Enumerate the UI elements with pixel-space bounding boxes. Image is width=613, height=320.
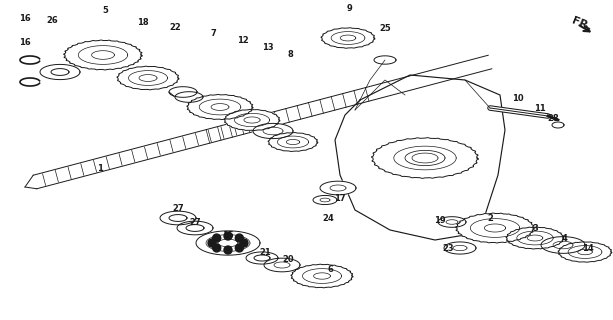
Text: 15: 15	[222, 230, 234, 239]
Text: 25: 25	[379, 23, 391, 33]
Text: 26: 26	[46, 15, 58, 25]
Polygon shape	[506, 227, 564, 249]
Text: 17: 17	[334, 194, 346, 203]
Polygon shape	[438, 217, 466, 227]
Circle shape	[213, 234, 221, 242]
Polygon shape	[169, 215, 187, 221]
Text: 20: 20	[282, 255, 294, 265]
Polygon shape	[51, 68, 69, 76]
Circle shape	[235, 234, 243, 242]
Polygon shape	[40, 64, 80, 80]
Polygon shape	[321, 28, 375, 48]
Polygon shape	[374, 56, 396, 64]
Text: 16: 16	[19, 13, 31, 22]
Text: 9: 9	[347, 4, 353, 12]
Polygon shape	[160, 211, 196, 225]
Text: 19: 19	[434, 215, 446, 225]
Polygon shape	[117, 66, 179, 90]
Polygon shape	[330, 185, 346, 191]
Polygon shape	[313, 196, 337, 204]
Circle shape	[240, 239, 248, 247]
Polygon shape	[558, 242, 612, 262]
Text: 23: 23	[442, 244, 454, 252]
Polygon shape	[444, 242, 476, 254]
Polygon shape	[175, 92, 203, 102]
Polygon shape	[196, 231, 260, 255]
Text: 22: 22	[169, 22, 181, 31]
Text: 27: 27	[189, 218, 201, 227]
Polygon shape	[405, 150, 445, 165]
Polygon shape	[64, 40, 142, 70]
Polygon shape	[268, 132, 318, 151]
Polygon shape	[320, 198, 330, 202]
Text: 24: 24	[322, 213, 334, 222]
Circle shape	[208, 239, 216, 247]
Polygon shape	[553, 241, 573, 249]
Text: 8: 8	[287, 50, 293, 59]
Polygon shape	[263, 127, 283, 135]
Text: 28: 28	[547, 114, 559, 123]
Circle shape	[235, 244, 243, 252]
Polygon shape	[552, 122, 564, 128]
Text: 10: 10	[512, 93, 524, 102]
Polygon shape	[187, 94, 253, 120]
Text: FR.: FR.	[570, 16, 593, 32]
Polygon shape	[274, 262, 290, 268]
Polygon shape	[446, 220, 458, 224]
Text: 27: 27	[172, 204, 184, 212]
Circle shape	[224, 246, 232, 254]
Polygon shape	[453, 245, 467, 251]
Circle shape	[213, 244, 221, 252]
Polygon shape	[169, 87, 197, 97]
Polygon shape	[320, 181, 356, 195]
Polygon shape	[218, 239, 238, 247]
Polygon shape	[254, 255, 270, 261]
Polygon shape	[455, 213, 535, 243]
Text: 6: 6	[327, 266, 333, 275]
Text: 4: 4	[562, 234, 568, 243]
Text: 13: 13	[262, 43, 274, 52]
Text: 14: 14	[582, 244, 594, 252]
Circle shape	[224, 232, 232, 240]
Text: 12: 12	[237, 36, 249, 44]
Polygon shape	[291, 264, 353, 288]
Text: 2: 2	[487, 213, 493, 222]
Polygon shape	[246, 252, 278, 264]
Text: 21: 21	[259, 247, 271, 257]
Text: 7: 7	[210, 28, 216, 37]
Polygon shape	[186, 225, 204, 231]
Text: 3: 3	[532, 223, 538, 233]
Text: 11: 11	[534, 103, 546, 113]
Polygon shape	[253, 124, 293, 139]
Text: 5: 5	[102, 5, 108, 14]
Polygon shape	[224, 109, 280, 131]
Text: 16: 16	[19, 37, 31, 46]
Polygon shape	[541, 237, 585, 253]
Polygon shape	[371, 138, 479, 178]
Polygon shape	[264, 258, 300, 272]
Polygon shape	[177, 221, 213, 235]
Text: 1: 1	[97, 164, 103, 172]
Text: 18: 18	[137, 18, 149, 27]
Polygon shape	[206, 235, 250, 251]
